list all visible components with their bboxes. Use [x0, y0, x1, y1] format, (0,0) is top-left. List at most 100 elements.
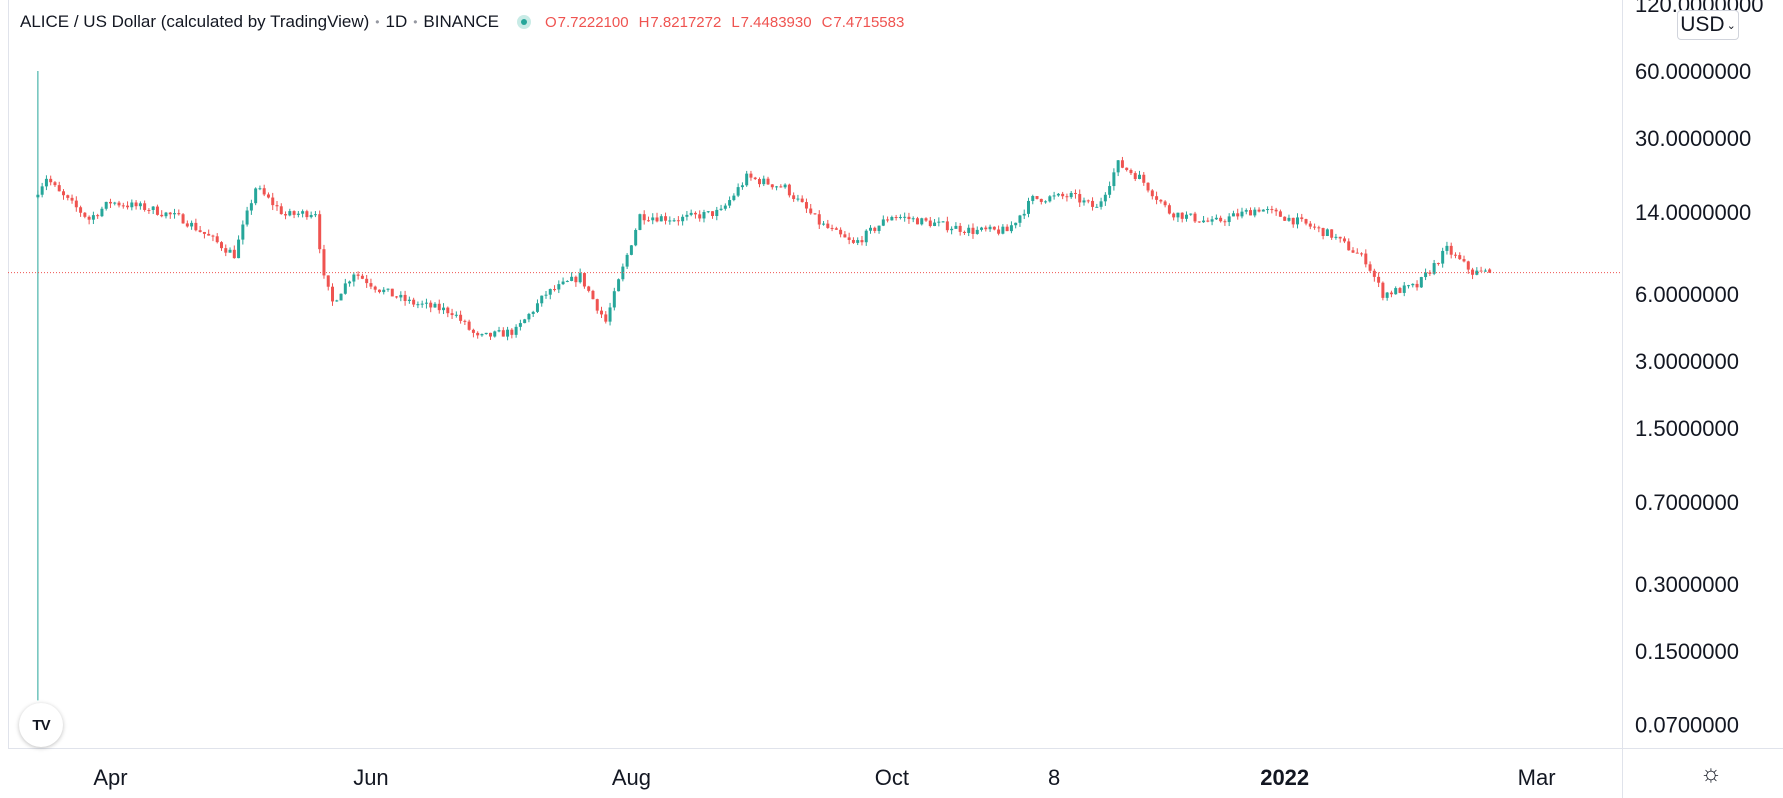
ohlc-high-value: 7.8217272: [650, 13, 722, 31]
candle-body: [245, 210, 249, 225]
candle-body: [1005, 226, 1009, 232]
candle-body: [723, 205, 727, 209]
candle-body: [574, 276, 578, 283]
candle-body: [126, 205, 130, 208]
symbol-title[interactable]: ALICE / US Dollar (calculated by Trading…: [20, 12, 370, 31]
candle-body: [766, 178, 770, 185]
candle-body: [412, 299, 416, 305]
candle-body: [1099, 201, 1103, 207]
candle-body: [779, 186, 783, 188]
candle-body: [190, 222, 194, 227]
candle-body: [1146, 182, 1150, 191]
candle-body: [386, 288, 390, 290]
price-axis[interactable]: 120.000000060.000000030.000000014.000000…: [1635, 0, 1763, 738]
interval-label[interactable]: 1D: [385, 12, 408, 31]
candle-body: [1129, 170, 1133, 174]
candle-body: [1018, 215, 1022, 223]
candle-body: [962, 231, 966, 233]
candle-body: [1001, 226, 1005, 234]
candle-body: [1056, 193, 1060, 196]
candle-body: [1236, 213, 1240, 217]
candle-body: [1159, 199, 1163, 202]
price-tick-label: 1.5000000: [1635, 416, 1739, 441]
candle-body: [809, 208, 813, 214]
candle-series: [36, 71, 1492, 701]
candle-body: [1261, 209, 1265, 212]
candle-body: [335, 300, 339, 302]
candle-body: [79, 207, 83, 213]
candle-body: [1411, 283, 1415, 286]
currency-selector[interactable]: USD ⌄: [1677, 10, 1739, 40]
time-axis[interactable]: Apr Jun Aug Oct 8 2022 Mar: [93, 765, 1555, 790]
candle-body: [1240, 211, 1244, 217]
candle-body: [732, 195, 736, 201]
candle-body: [1009, 225, 1013, 232]
candle-body: [992, 226, 996, 230]
candle-body: [1317, 227, 1321, 229]
candle-body: [1035, 196, 1039, 199]
candle-body: [437, 303, 441, 311]
chart-legend: ALICE / US Dollar (calculated by Trading…: [20, 10, 914, 34]
candle-body: [839, 229, 843, 235]
candle-body: [194, 222, 198, 231]
candle-body: [1304, 219, 1308, 224]
candle-body: [941, 221, 945, 223]
candle-body: [1039, 198, 1043, 202]
candle-body: [100, 208, 104, 217]
candle-body: [87, 216, 91, 220]
candle-body: [480, 334, 484, 336]
candle-body: [1313, 226, 1317, 228]
candle-body: [1210, 219, 1214, 222]
candle-body: [625, 254, 629, 267]
candle-body: [360, 275, 364, 279]
candle-body: [553, 289, 557, 291]
candle-body: [800, 198, 804, 203]
candle-body: [1466, 261, 1470, 270]
candle-body: [292, 211, 296, 215]
price-tick-label: 0.3000000: [1635, 572, 1739, 597]
candle-body: [173, 213, 177, 215]
candle-body: [578, 273, 582, 283]
exchange-label[interactable]: BINANCE: [423, 12, 499, 31]
candle-body: [44, 178, 48, 187]
candle-body: [1176, 212, 1180, 218]
candle-body: [1479, 270, 1483, 272]
candle-body: [254, 188, 258, 204]
candle-body: [275, 205, 279, 207]
candle-body: [36, 194, 40, 198]
candle-body: [1347, 241, 1351, 251]
candle-body: [740, 185, 744, 188]
candle-body: [924, 218, 928, 221]
candle-body: [958, 225, 962, 232]
candle-body: [655, 217, 659, 222]
candle-body: [1086, 200, 1090, 202]
candle-body: [1389, 292, 1393, 295]
candle-body: [535, 303, 539, 312]
price-tick-label: 0.1500000: [1635, 639, 1739, 664]
candle-body: [117, 202, 121, 206]
candle-body: [975, 229, 979, 234]
candle-body: [600, 310, 604, 315]
candle-body: [830, 227, 834, 229]
candle-body: [1368, 264, 1372, 271]
market-status-icon[interactable]: [517, 15, 531, 29]
candle-body: [237, 239, 241, 259]
candle-body: [548, 289, 552, 295]
candle-body: [373, 286, 377, 290]
gear-icon[interactable]: ☼: [1697, 760, 1725, 788]
candle-body: [873, 227, 877, 231]
currency-label: USD: [1680, 13, 1725, 36]
tradingview-logo-icon[interactable]: TV: [19, 703, 63, 747]
candle-body: [646, 220, 650, 222]
candle-body: [770, 184, 774, 188]
candle-body: [151, 206, 155, 210]
candle-body: [160, 214, 164, 217]
candle-body: [1291, 217, 1295, 225]
candle-body: [279, 206, 283, 215]
left-border: [8, 0, 9, 748]
candle-body: [711, 211, 715, 217]
candle-body: [587, 286, 591, 291]
ohlc-high: H7.8217272: [638, 13, 722, 31]
